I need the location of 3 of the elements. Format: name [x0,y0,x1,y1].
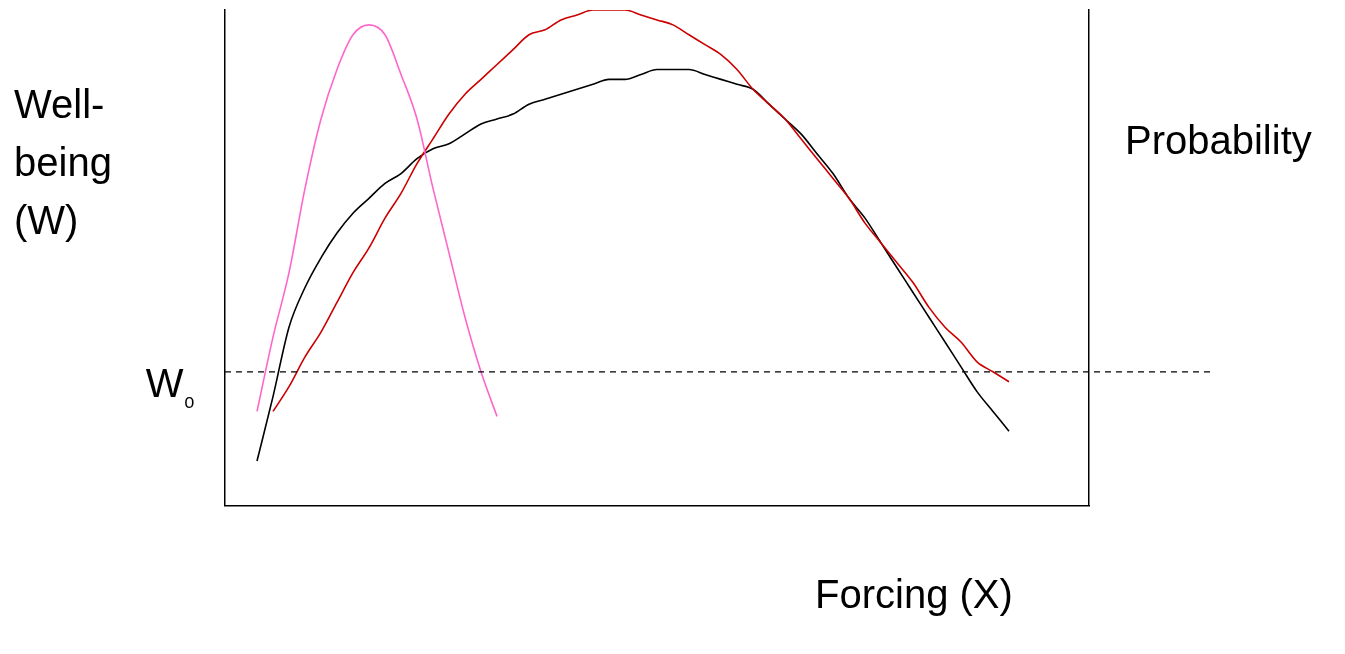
y-axis-title: Well-being (W) [14,82,112,242]
x-axis-title: Forcing (X) [815,571,1013,616]
y2-axis-title: Probability [1125,118,1312,162]
